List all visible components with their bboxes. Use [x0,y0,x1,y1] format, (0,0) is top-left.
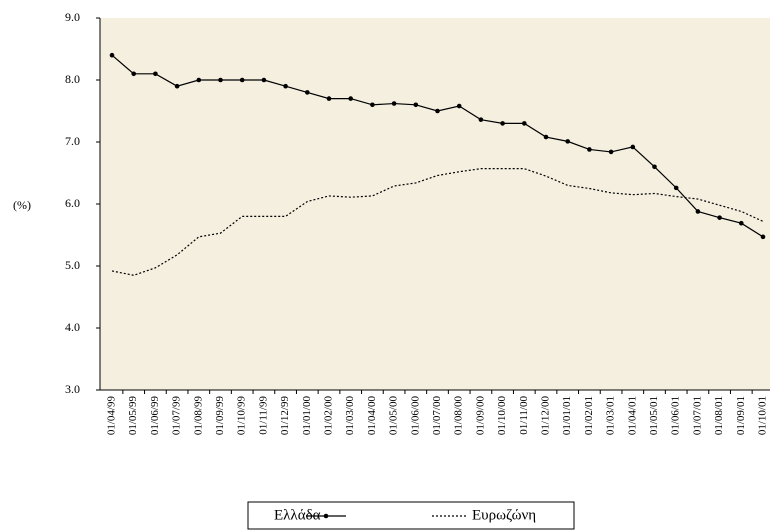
point [739,220,744,226]
y-tick-label: 3.0 [65,382,80,396]
point [131,71,136,77]
y-axis-label: (%) [13,198,31,212]
x-tick-label: 01/12/99 [279,396,291,436]
y-tick-label: 9.0 [65,10,80,24]
point [109,52,115,58]
point [326,96,332,101]
point [391,101,397,106]
y-tick-label: 6.0 [65,196,80,210]
point [239,77,245,83]
x-tick-label: 01/07/00 [431,396,443,436]
legend-label: Ελλάδα [274,507,321,523]
x-tick-label: 01/11/00 [518,396,530,435]
x-tick-label: 01/04/00 [366,396,378,436]
point [673,185,679,191]
point [283,83,288,89]
point [565,139,570,144]
point [305,90,310,95]
y-tick-label: 7.0 [65,134,80,148]
point [456,103,462,109]
x-tick-label: 01/03/01 [605,396,617,435]
point [348,96,354,101]
legend-marker [323,513,329,519]
point [608,149,614,155]
point [760,234,766,240]
x-tick-label: 01/02/00 [323,396,335,436]
x-tick-label: 01/06/00 [409,396,421,436]
point [630,144,636,150]
point [370,102,375,108]
x-tick-label: 01/04/99 [106,396,118,436]
point [717,215,722,220]
series-line [111,168,764,276]
x-tick-label: 01/07/99 [171,396,183,436]
x-tick-label: 01/08/99 [192,396,204,436]
point [174,83,180,89]
plot-area [100,18,770,390]
x-tick-label: 01/03/00 [344,396,356,436]
x-tick-label: 01/08/01 [713,396,725,435]
y-tick-label: 8.0 [65,72,80,86]
point [652,164,657,170]
x-tick-label: 01/01/01 [561,396,573,435]
x-tick-label: 01/09/99 [214,396,226,436]
legend [247,501,575,530]
point [196,77,202,83]
x-tick-label: 01/11/99 [257,396,269,435]
x-tick-label: 01/10/99 [236,396,248,436]
x-tick-label: 01/07/01 [691,396,703,435]
point [435,108,440,114]
point [543,134,549,140]
point [500,121,505,126]
x-tick-label: 01/09/00 [474,396,486,436]
x-tick-label: 01/02/01 [583,396,595,435]
x-tick-label: 01/06/01 [670,396,682,435]
point [413,102,419,108]
x-tick-label: 01/01/00 [301,396,313,436]
y-tick-label: 5.0 [65,258,80,272]
y-tick-label: 4.0 [65,320,80,334]
x-tick-label: 01/05/99 [127,396,139,436]
point [478,117,484,122]
x-tick-label: 01/10/00 [496,396,508,436]
legend-label: Ευρωζώνη [472,507,536,523]
x-tick-label: 01/05/00 [388,396,400,436]
point [695,209,701,214]
x-tick-label: 01/09/01 [735,396,747,435]
point [153,71,158,77]
x-tick-label: 01/12/00 [540,396,552,436]
x-tick-label: 01/04/01 [626,396,638,435]
point [261,77,267,83]
x-tick-label: 01/10/01 [757,396,769,435]
point [218,77,223,83]
x-tick-label: 01/06/99 [149,396,161,436]
x-tick-label: 01/08/00 [453,396,465,436]
point [522,121,527,126]
point [587,147,592,152]
x-tick-label: 01/05/01 [648,396,660,435]
